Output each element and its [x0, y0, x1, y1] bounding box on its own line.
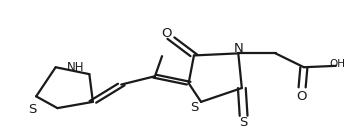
Text: O: O [161, 27, 172, 40]
Text: S: S [190, 101, 198, 114]
Text: OH: OH [330, 59, 346, 69]
Text: N: N [234, 42, 244, 55]
Text: O: O [296, 90, 307, 103]
Text: S: S [240, 116, 248, 129]
Text: NH: NH [67, 61, 85, 74]
Text: S: S [28, 103, 36, 116]
